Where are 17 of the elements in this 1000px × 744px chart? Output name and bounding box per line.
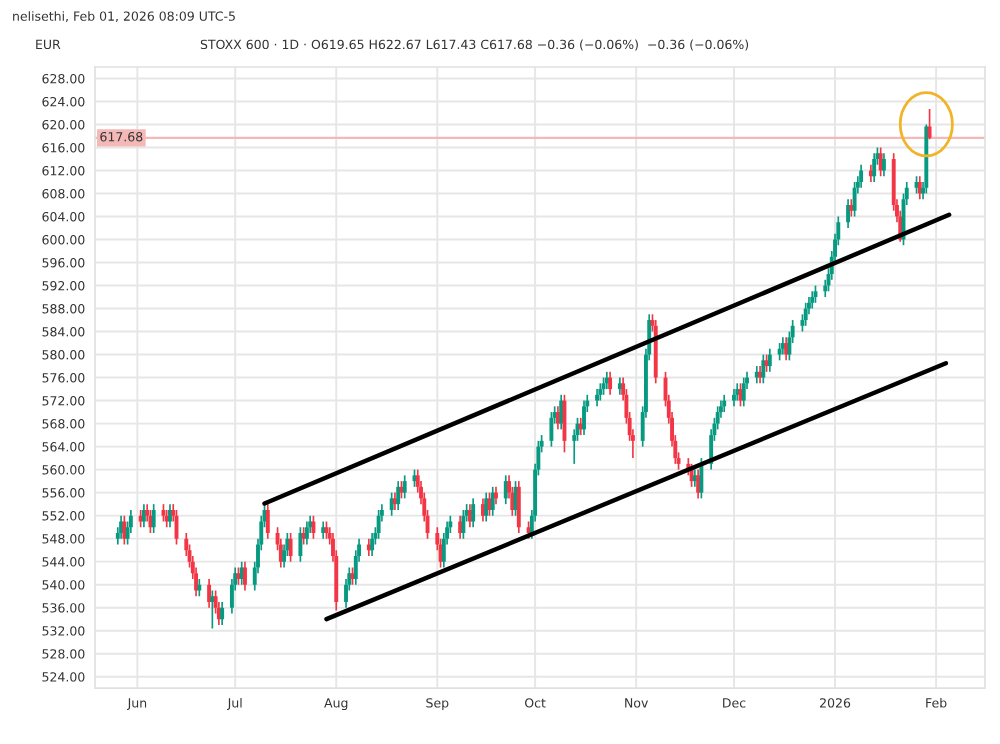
candlestick [562,394,567,454]
candlestick [243,560,247,592]
candlestick [699,457,704,500]
candlestick [582,399,586,436]
candlestick [376,509,381,540]
candlestick [549,411,554,448]
candlestick [151,503,156,534]
candlestick [148,509,153,534]
candlestick [122,514,127,546]
candlestick [461,509,466,540]
candlestick [927,108,932,141]
candlestick [220,601,225,626]
candlestick [288,532,293,563]
candlestick [803,301,808,327]
candlestick [859,163,864,189]
candlestick [471,497,476,528]
candlestick [741,376,746,408]
